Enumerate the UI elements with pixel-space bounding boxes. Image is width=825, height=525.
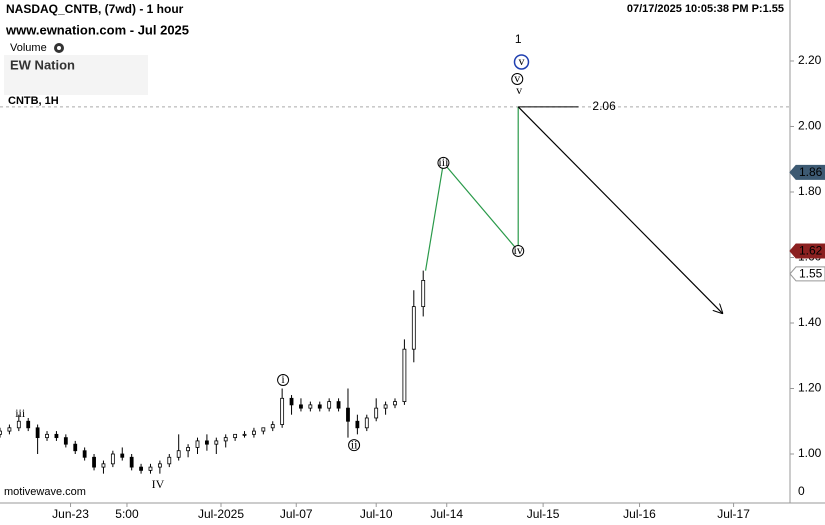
candle-body bbox=[92, 456, 96, 468]
candle-body bbox=[411, 306, 416, 350]
x-tick-label: Jul-2025 bbox=[198, 507, 244, 521]
candle-body bbox=[54, 433, 59, 439]
candle-body bbox=[45, 433, 49, 439]
candle-body bbox=[195, 440, 200, 448]
price-tag bbox=[789, 164, 825, 180]
chart-subtitle: www.ewnation.com - Jul 2025 bbox=[5, 22, 189, 37]
candle-body bbox=[139, 466, 143, 471]
candle-body bbox=[35, 427, 40, 439]
price-tag bbox=[789, 266, 825, 282]
wave-label-circle bbox=[277, 373, 290, 386]
logo-box bbox=[4, 55, 148, 95]
price-tag-label: 1.55 bbox=[799, 267, 823, 281]
logo: EW Nation bbox=[10, 57, 75, 72]
candle-body bbox=[346, 407, 350, 422]
y-tick-label: 1.20 bbox=[798, 381, 822, 395]
candle-body bbox=[82, 450, 87, 458]
candle-body bbox=[280, 397, 285, 425]
wave-label: v bbox=[518, 54, 524, 68]
x-tick-label: Jul-17 bbox=[717, 507, 750, 521]
candle-body bbox=[421, 280, 426, 308]
candle-body bbox=[26, 420, 31, 429]
candle-body bbox=[0, 430, 2, 435]
chart-title: NASDAQ_CNTB, (7wd) - 1 hour bbox=[6, 2, 184, 16]
symbol-label: CNTB, 1H bbox=[8, 95, 59, 107]
candle-body bbox=[252, 430, 256, 435]
candle-body bbox=[261, 427, 266, 432]
candle-body bbox=[289, 397, 294, 406]
wave-label-circle bbox=[512, 244, 525, 257]
wave-label: 1 bbox=[515, 32, 522, 46]
candle-body bbox=[63, 437, 68, 445]
x-tick-label: 5:00 bbox=[115, 507, 139, 521]
candle-body bbox=[176, 450, 181, 458]
candle-body bbox=[148, 466, 153, 471]
candle-body bbox=[167, 456, 172, 465]
candle-body bbox=[299, 404, 303, 409]
candle-body bbox=[205, 440, 209, 445]
indicator-label[interactable]: Volume bbox=[10, 42, 47, 54]
settings-icon[interactable] bbox=[54, 43, 64, 53]
wave-label: ii bbox=[351, 437, 358, 451]
wave-label: iii bbox=[438, 155, 449, 169]
projection-line bbox=[517, 106, 722, 313]
candle-body bbox=[327, 401, 332, 409]
candle-body bbox=[355, 420, 360, 429]
wave-line bbox=[424, 106, 519, 271]
wave-label: IV bbox=[152, 477, 165, 491]
candle-body bbox=[402, 348, 407, 402]
candle-body bbox=[374, 407, 379, 419]
x-tick-label: Jul-10 bbox=[360, 507, 393, 521]
level-label: 2.06 bbox=[592, 99, 616, 113]
y-tick-label: 2.00 bbox=[798, 119, 822, 133]
y-tick-label: 1.80 bbox=[798, 184, 822, 198]
wave-label-circle bbox=[348, 439, 361, 452]
price-tag-label: 1.62 bbox=[799, 244, 823, 258]
candle-body bbox=[73, 443, 78, 452]
timestamp: 07/17/2025 10:05:38 PM P:1.55 bbox=[627, 3, 784, 15]
candle-body bbox=[223, 437, 228, 442]
candle-body bbox=[120, 453, 125, 458]
candle-body bbox=[242, 433, 247, 436]
wave-label: iv bbox=[514, 243, 523, 257]
y-tick-label: 1.00 bbox=[798, 446, 822, 460]
price-tag-label: 1.86 bbox=[799, 165, 823, 179]
candle-body bbox=[393, 401, 397, 406]
candle-body bbox=[317, 404, 322, 409]
y-tick-label: 2.20 bbox=[798, 53, 822, 67]
candle-body bbox=[101, 463, 106, 468]
y-tick-label: 1.40 bbox=[798, 315, 822, 329]
wave-label: iii bbox=[15, 406, 26, 420]
candle-body bbox=[129, 456, 134, 468]
x-tick-label: Jul-15 bbox=[527, 507, 560, 521]
wave-label: v bbox=[516, 83, 522, 97]
price-tag bbox=[789, 243, 825, 259]
wave-label: i bbox=[281, 372, 285, 386]
candle-body bbox=[233, 433, 238, 439]
candle-body bbox=[7, 427, 12, 432]
wave-label-circle bbox=[513, 54, 530, 70]
x-tick-label: Jul-14 bbox=[430, 507, 463, 521]
x-tick-label: Jun-23 bbox=[52, 507, 89, 521]
volume-tick-label: 0 bbox=[798, 484, 805, 498]
candle-body bbox=[214, 440, 219, 445]
candle-body bbox=[383, 404, 388, 409]
candle-body bbox=[308, 404, 313, 409]
wave-label: v bbox=[514, 71, 520, 85]
wave-label-circle bbox=[437, 156, 450, 169]
candle-body bbox=[336, 401, 341, 409]
candle-body bbox=[157, 463, 162, 468]
x-tick-label: Jul-07 bbox=[280, 507, 313, 521]
x-tick-label: Jul-16 bbox=[623, 507, 656, 521]
candle-body bbox=[110, 453, 115, 465]
candle-body bbox=[186, 447, 190, 452]
watermark: motivewave.com bbox=[4, 486, 86, 498]
candle-body bbox=[16, 420, 21, 429]
candle-body bbox=[364, 417, 369, 429]
wave-label-circle bbox=[511, 72, 524, 85]
candle-body bbox=[270, 424, 275, 429]
